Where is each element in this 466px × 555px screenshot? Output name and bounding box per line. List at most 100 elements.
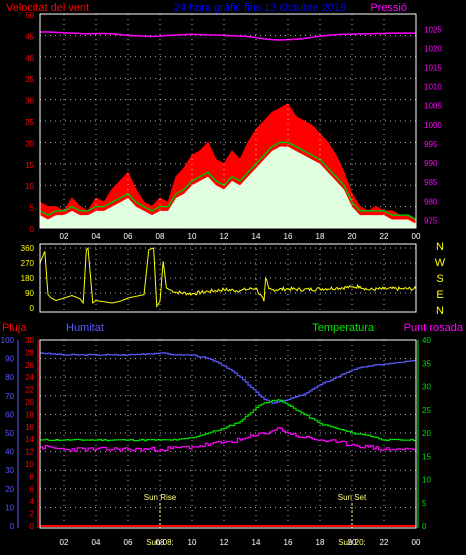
- direction-tick-label: 180: [21, 274, 35, 283]
- wind-speed-tick-label: 35: [25, 75, 34, 84]
- rain-tick-label: 24: [25, 373, 34, 382]
- time-tick-label: 18: [316, 538, 325, 547]
- temperature-line: [39, 399, 417, 442]
- pressure-tick-label: 1000: [424, 121, 442, 130]
- temperature-tick-label: 25: [422, 406, 431, 415]
- rain-tick-label: 6: [30, 485, 35, 494]
- rain-tick-label: 8: [30, 472, 35, 481]
- pressure-tick-label: 980: [424, 197, 438, 206]
- pressure-tick-label: 1020: [424, 44, 442, 53]
- wind-pressure-frame: [39, 13, 417, 229]
- rain-tick-label: 20: [25, 398, 34, 407]
- compass-label: N: [436, 241, 444, 253]
- rain-tick-label: 18: [25, 410, 34, 419]
- time-tick-label: 06: [124, 232, 133, 241]
- compass-label: S: [436, 273, 443, 285]
- time-tick-label: 10: [188, 232, 197, 241]
- rain-humidity-temperature-panel: Pluja Humitat Temperatura Punt rosada010203…: [1, 322, 464, 547]
- rain-tick-label: 30: [25, 336, 34, 345]
- humidity-tick-label: 100: [1, 336, 15, 345]
- pressure-tick-label: 1025: [424, 25, 442, 34]
- time-tick-label: 18: [316, 232, 325, 241]
- wind-speed-tick-label: 5: [30, 204, 35, 213]
- humidity-tick-label: 60: [5, 410, 14, 419]
- rain-tick-label: 0: [30, 522, 35, 531]
- temperature-tick-label: 10: [422, 476, 431, 485]
- time-tick-label: 06: [124, 538, 133, 547]
- pressure-tick-label: 995: [424, 140, 438, 149]
- humidity-tick-label: 10: [5, 503, 14, 512]
- time-tick-label: 04: [92, 538, 101, 547]
- time-tick-label: 02: [60, 538, 69, 547]
- humidity-tick-label: 70: [5, 392, 14, 401]
- pressure-line: [40, 31, 416, 41]
- sun-set-label: Sun Set: [338, 493, 367, 502]
- temperature-tick-label: 35: [422, 359, 431, 368]
- pressure-tick-label: 1015: [424, 64, 442, 73]
- temperature-tick-label: 20: [422, 429, 431, 438]
- temperature-tick-label: 0: [422, 522, 427, 531]
- wind-direction-frame: [39, 243, 417, 313]
- compass-label: N: [436, 305, 444, 317]
- time-tick-label: 08: [156, 538, 165, 547]
- wind-speed-tick-label: 45: [25, 32, 34, 41]
- compass-label: E: [436, 289, 443, 301]
- time-tick-label: 20: [348, 232, 357, 241]
- time-tick-label: 10: [188, 538, 197, 547]
- time-tick-label: 02: [60, 232, 69, 241]
- wind-speed-tick-label: 15: [25, 161, 34, 170]
- pressure-tick-label: 975: [424, 216, 438, 225]
- direction-tick-label: 360: [21, 244, 35, 253]
- rain-tick-label: 2: [30, 510, 35, 519]
- rain-tick-label: 28: [25, 348, 34, 357]
- time-tick-label: 16: [284, 538, 293, 547]
- humidity-tick-label: 80: [5, 373, 14, 382]
- time-tick-label: 14: [252, 232, 261, 241]
- rain-tick-label: 10: [25, 460, 34, 469]
- temperature-tick-label: 15: [422, 452, 431, 461]
- wind-speed-tick-label: 10: [25, 182, 34, 191]
- wind-speed-tick-label: 50: [25, 11, 34, 20]
- direction-tick-label: 0: [30, 304, 35, 313]
- compass-label: W: [435, 257, 446, 269]
- temperature-tick-label: 40: [422, 336, 431, 345]
- wind-speed-tick-label: 20: [25, 139, 34, 148]
- time-tick-label: 20: [348, 538, 357, 547]
- dewpoint-label: Punt rosada: [404, 322, 464, 334]
- sun-set-time: Sun 20:: [338, 538, 366, 547]
- temperature-tick-label: 5: [422, 499, 427, 508]
- wind-speed-tick-label: 30: [25, 97, 34, 106]
- humidity-label: Humitat: [66, 322, 104, 334]
- time-tick-label: 00: [412, 232, 421, 241]
- time-tick-label: 00: [412, 538, 421, 547]
- time-tick-label: 14: [252, 538, 261, 547]
- wind-speed-tick-label: 25: [25, 118, 34, 127]
- sun-rise-time: Sun 08:: [146, 538, 174, 547]
- temperature-tick-label: 30: [422, 383, 431, 392]
- time-tick-label: 22: [380, 538, 389, 547]
- rain-tick-label: 4: [30, 497, 35, 506]
- time-tick-label: 22: [380, 232, 389, 241]
- dewpoint-line: [39, 427, 417, 452]
- direction-tick-label: 90: [25, 289, 34, 298]
- wind-average-line: [39, 141, 417, 221]
- rain-tick-label: 26: [25, 361, 34, 370]
- time-tick-label: 04: [92, 232, 101, 241]
- pressure-tick-label: 1010: [424, 83, 442, 92]
- pressure-tick-label: 985: [424, 178, 438, 187]
- rain-humidity-frame: [39, 339, 417, 529]
- time-tick-label: 16: [284, 232, 293, 241]
- humidity-tick-label: 90: [5, 355, 14, 364]
- sun-rise-label: Sun Rise: [144, 493, 177, 502]
- humidity-tick-label: 20: [5, 485, 14, 494]
- pressure-tick-label: 1005: [424, 102, 442, 111]
- humidity-line: [39, 352, 417, 404]
- wind-average-area: [40, 146, 416, 228]
- humidity-tick-label: 0: [10, 522, 15, 531]
- wind-speed-tick-label: 0: [30, 225, 35, 234]
- rain-tick-label: 16: [25, 423, 34, 432]
- chart-title: 24 hora gràfic fins 13 Octubre 2019: [174, 2, 346, 14]
- rain-label: Pluja: [2, 322, 27, 334]
